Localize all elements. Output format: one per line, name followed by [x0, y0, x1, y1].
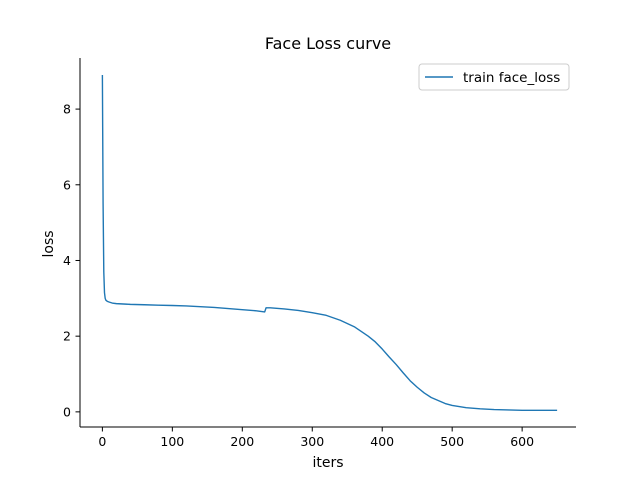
- x-tick-label: 300: [300, 434, 324, 449]
- legend-entry-label: train face_loss: [463, 70, 560, 86]
- y-ticks: 0 2 4 6 8: [63, 102, 80, 419]
- x-tick-label: 200: [230, 434, 254, 449]
- y-tick-label: 6: [63, 177, 71, 192]
- y-tick-label: 4: [63, 253, 71, 268]
- legend-box: [418, 63, 570, 91]
- chart-title: Face Loss curve: [265, 34, 391, 53]
- x-tick-label: 400: [370, 434, 394, 449]
- plot-area: [101, 75, 558, 412]
- y-tick-label: 2: [63, 329, 71, 344]
- y-tick-label: 0: [63, 404, 71, 419]
- x-tick-label: 500: [440, 434, 464, 449]
- x-ticks: 0 100 200 300 400 500 600: [98, 427, 534, 449]
- y-axis-label: loss: [41, 230, 57, 257]
- x-axis-label: iters: [312, 455, 343, 471]
- series-line-0: [101, 75, 558, 412]
- y-tick-label: 8: [63, 102, 71, 117]
- x-tick-label: 600: [510, 434, 534, 449]
- legend: train face_loss: [418, 63, 570, 91]
- x-tick-label: 0: [98, 434, 106, 449]
- x-tick-label: 100: [160, 434, 184, 449]
